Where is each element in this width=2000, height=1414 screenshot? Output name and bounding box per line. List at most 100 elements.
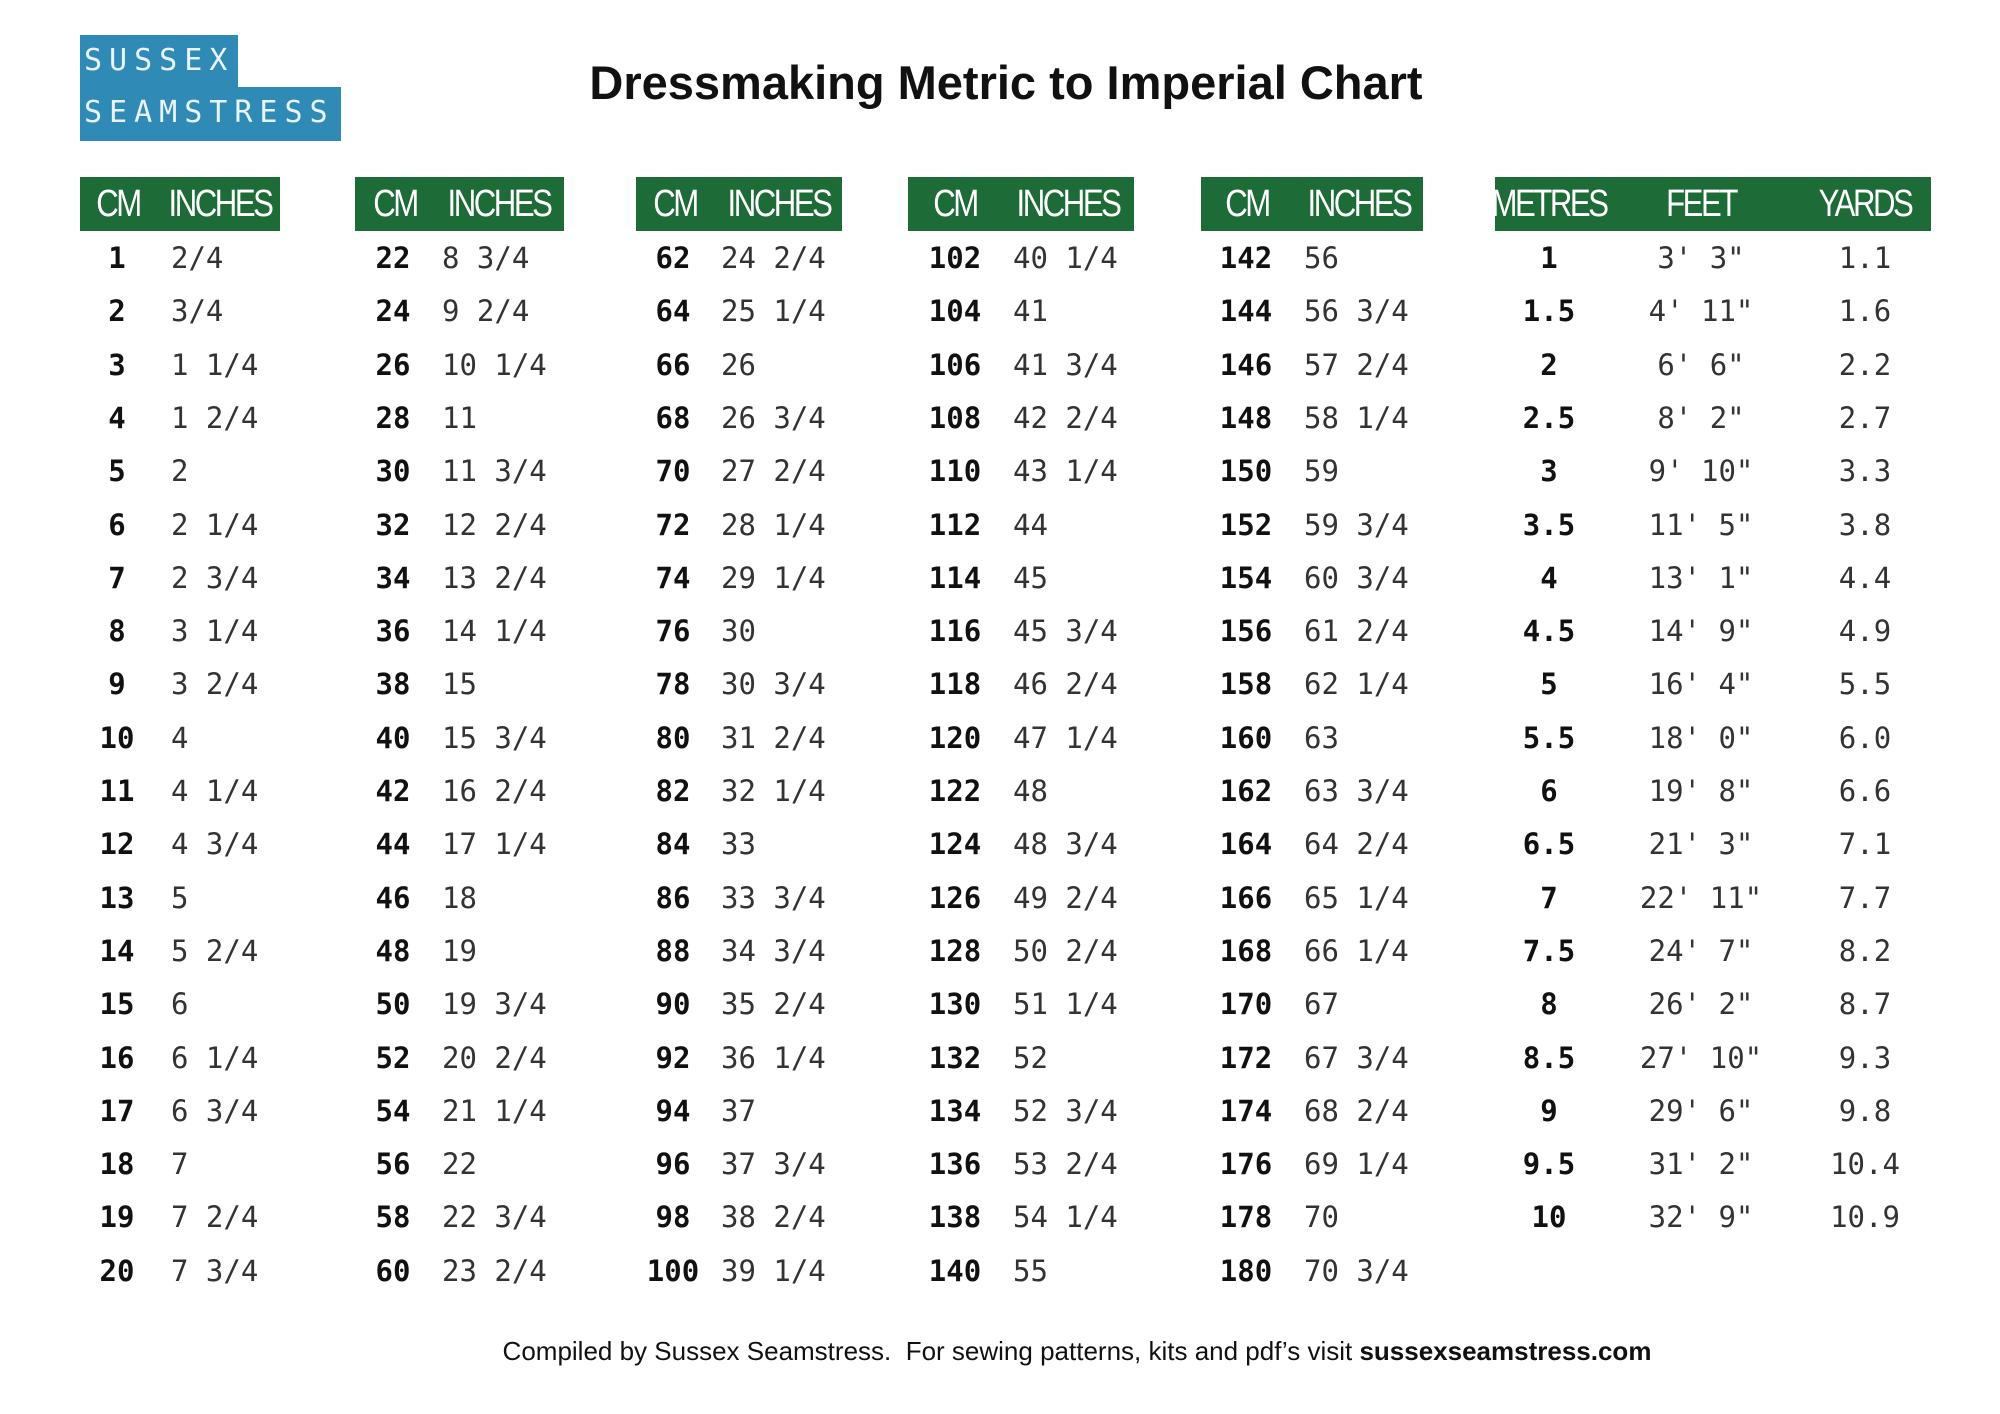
table-cell: 8 [108, 614, 126, 649]
table-cell: 4 1/4 [171, 774, 259, 808]
table-cell: 5.5 [1838, 667, 1892, 702]
table-cell: 114 [928, 560, 982, 595]
table-cell: 4.4 [1838, 560, 1892, 595]
table-cell: 37 3/4 [721, 1147, 826, 1182]
table-cell: 172 [1219, 1040, 1273, 1075]
logo-line: SEAMSTRESS [80, 87, 341, 141]
table-cell: 132 [928, 1040, 982, 1075]
table-cell: 37 [721, 1093, 756, 1128]
table-cell: 46 2/4 [1013, 667, 1118, 702]
table-cell: 72 [655, 507, 691, 542]
table-cell: 4.5 [1522, 614, 1576, 649]
table-cell: 104 [928, 294, 982, 329]
table-cell: 29 1/4 [721, 560, 826, 595]
table-cell: 25 1/4 [721, 294, 826, 329]
header-cell: INCHES [1016, 183, 1122, 225]
table-header [908, 177, 1134, 231]
table-cell: 22 [442, 1147, 477, 1182]
table-cell: 2 [108, 294, 126, 329]
table-cell: 14 [99, 933, 135, 968]
table-cell: 19 [99, 1200, 135, 1235]
table-cell: 106 [928, 347, 982, 382]
table-cell: 156 [1219, 614, 1273, 649]
table-cell: 100 [646, 1253, 700, 1288]
table-cell: 41 3/4 [1013, 347, 1118, 382]
table-cell: 26' 2" [1648, 987, 1754, 1022]
header-cell: INCHES [727, 183, 833, 225]
table-cell: 86 [655, 880, 691, 915]
table-cell: 52 [1013, 1040, 1048, 1075]
table-cell: 134 [928, 1093, 982, 1128]
table-cell: 2.2 [1838, 347, 1892, 382]
table-cell: 11 [99, 774, 135, 808]
table-cell: 24 [375, 294, 411, 329]
table-cell: 13 [99, 880, 135, 915]
table-cell: 9 [1540, 1093, 1558, 1128]
table-cell: 15 [99, 987, 135, 1022]
table-cell: 11 3/4 [442, 454, 547, 489]
table-cell: 43 1/4 [1013, 454, 1118, 489]
table-cell: 4.9 [1838, 614, 1892, 649]
footer-link[interactable]: sussexseamstress.com [1359, 1336, 1652, 1366]
table-cell: 116 [928, 614, 982, 649]
table-cell: 8' 2" [1657, 400, 1745, 435]
table-cell: 45 [1013, 560, 1048, 595]
table-cell: 160 [1219, 720, 1273, 755]
table-cell: 154 [1219, 560, 1273, 595]
table-cell: 1 1/4 [171, 347, 259, 382]
table-cell: 9.8 [1838, 1093, 1892, 1128]
table-cell: 34 3/4 [721, 933, 826, 968]
table-cell: 5.5 [1522, 720, 1576, 755]
table-cell: 6 [171, 987, 189, 1022]
table-cell: 180 [1219, 1253, 1273, 1288]
table-cell: 44 [1013, 507, 1048, 542]
table-cell: 26 [721, 347, 756, 382]
table-cell: 21 1/4 [442, 1093, 547, 1128]
table-cell: 3.8 [1838, 507, 1892, 542]
table-cell: 6 [1540, 774, 1558, 808]
table-cell: 69 1/4 [1304, 1147, 1409, 1182]
table-cell: 6 1/4 [171, 1040, 259, 1075]
table-cell: 53 2/4 [1013, 1147, 1118, 1182]
table-cell: 61 2/4 [1304, 614, 1409, 649]
header-cell: INCHES [168, 183, 274, 225]
table-cell: 5 [1540, 667, 1558, 702]
table-cell: 30 [375, 454, 411, 489]
table-cell: 70 [1304, 1200, 1339, 1235]
table-cell: 58 [375, 1200, 411, 1235]
table-cell: 3/4 [171, 294, 224, 329]
table-cell: 62 [655, 241, 691, 275]
table-cell: 28 1/4 [721, 507, 826, 542]
table-cell: 67 3/4 [1304, 1040, 1409, 1075]
table-cell: 7.5 [1522, 933, 1576, 968]
table-cell: 31' 2" [1648, 1147, 1754, 1182]
table-cell: 146 [1219, 347, 1273, 382]
table-cell: 122 [928, 774, 982, 808]
title: Dressmaking Metric to Imperial Chart [589, 56, 1423, 109]
table-cell: 96 [655, 1147, 691, 1182]
table-cell: 166 [1219, 880, 1273, 915]
table-cell: 70 3/4 [1304, 1253, 1409, 1288]
table-cell: 54 1/4 [1013, 1200, 1118, 1235]
table-cell: 10 1/4 [442, 347, 547, 382]
header-cell: CM [653, 183, 699, 225]
logo-line: SUSSEX [80, 35, 238, 87]
table-cell: 13 2/4 [442, 560, 547, 595]
table-cell: 7 [171, 1147, 189, 1182]
table-cell: 29' 6" [1648, 1093, 1754, 1128]
table-cell: 5 2/4 [171, 933, 259, 968]
table-cell: 8 [1540, 987, 1558, 1022]
table-cell: 1.6 [1838, 294, 1892, 329]
table-cell: 112 [928, 507, 982, 542]
table-cell: 68 [655, 400, 691, 435]
table-cell: 11' 5" [1648, 507, 1754, 542]
table-cell: 118 [928, 667, 982, 702]
table-cell: 3 [1540, 454, 1558, 489]
table-cell: 7 2/4 [171, 1200, 259, 1235]
table-cell: 56 [1304, 241, 1339, 275]
table-cell: 20 2/4 [442, 1040, 547, 1075]
table-cell: 76 [655, 614, 691, 649]
table-cell: 12 2/4 [442, 507, 547, 542]
table-cell: 57 2/4 [1304, 347, 1409, 382]
